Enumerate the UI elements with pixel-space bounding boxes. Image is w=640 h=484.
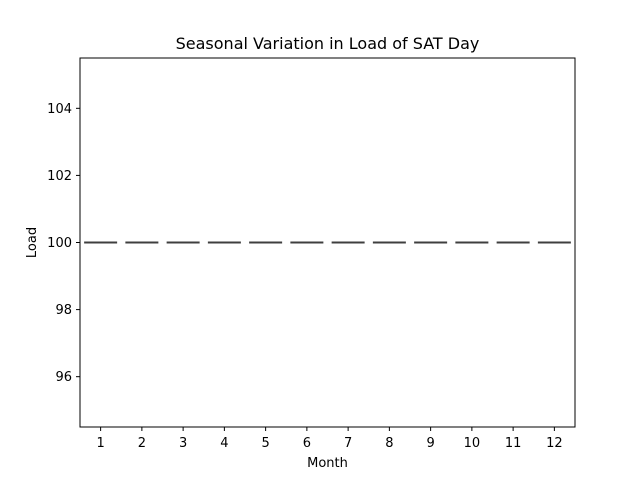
x-tick-label: 9: [426, 436, 434, 451]
x-tick-label: 10: [464, 436, 481, 451]
y-tick-label: 100: [47, 236, 72, 251]
x-tick-label: 1: [96, 436, 104, 451]
y-tick-label: 98: [55, 303, 72, 318]
chart-title: Seasonal Variation in Load of SAT Day: [176, 34, 480, 53]
x-tick-label: 4: [220, 436, 228, 451]
x-tick-label: 2: [138, 436, 146, 451]
x-tick-label: 6: [303, 436, 311, 451]
x-tick-label: 5: [261, 436, 269, 451]
y-axis: 96 98 100 102 104: [47, 102, 80, 385]
y-tick-label: 102: [47, 169, 72, 184]
y-tick-label: 104: [47, 102, 72, 117]
x-tick-label: 12: [546, 436, 563, 451]
x-tick-label: 11: [505, 436, 522, 451]
plot-area: [79, 57, 576, 428]
y-axis-label: Load: [25, 227, 40, 258]
x-tick-label: 7: [344, 436, 352, 451]
x-axis-label: Month: [307, 456, 348, 471]
x-tick-label: 3: [179, 436, 187, 451]
y-tick-label: 96: [55, 370, 72, 385]
x-tick-label: 8: [385, 436, 393, 451]
x-axis: 1 2 3 4 5 6 7 8 9 10 11 12: [96, 427, 563, 451]
